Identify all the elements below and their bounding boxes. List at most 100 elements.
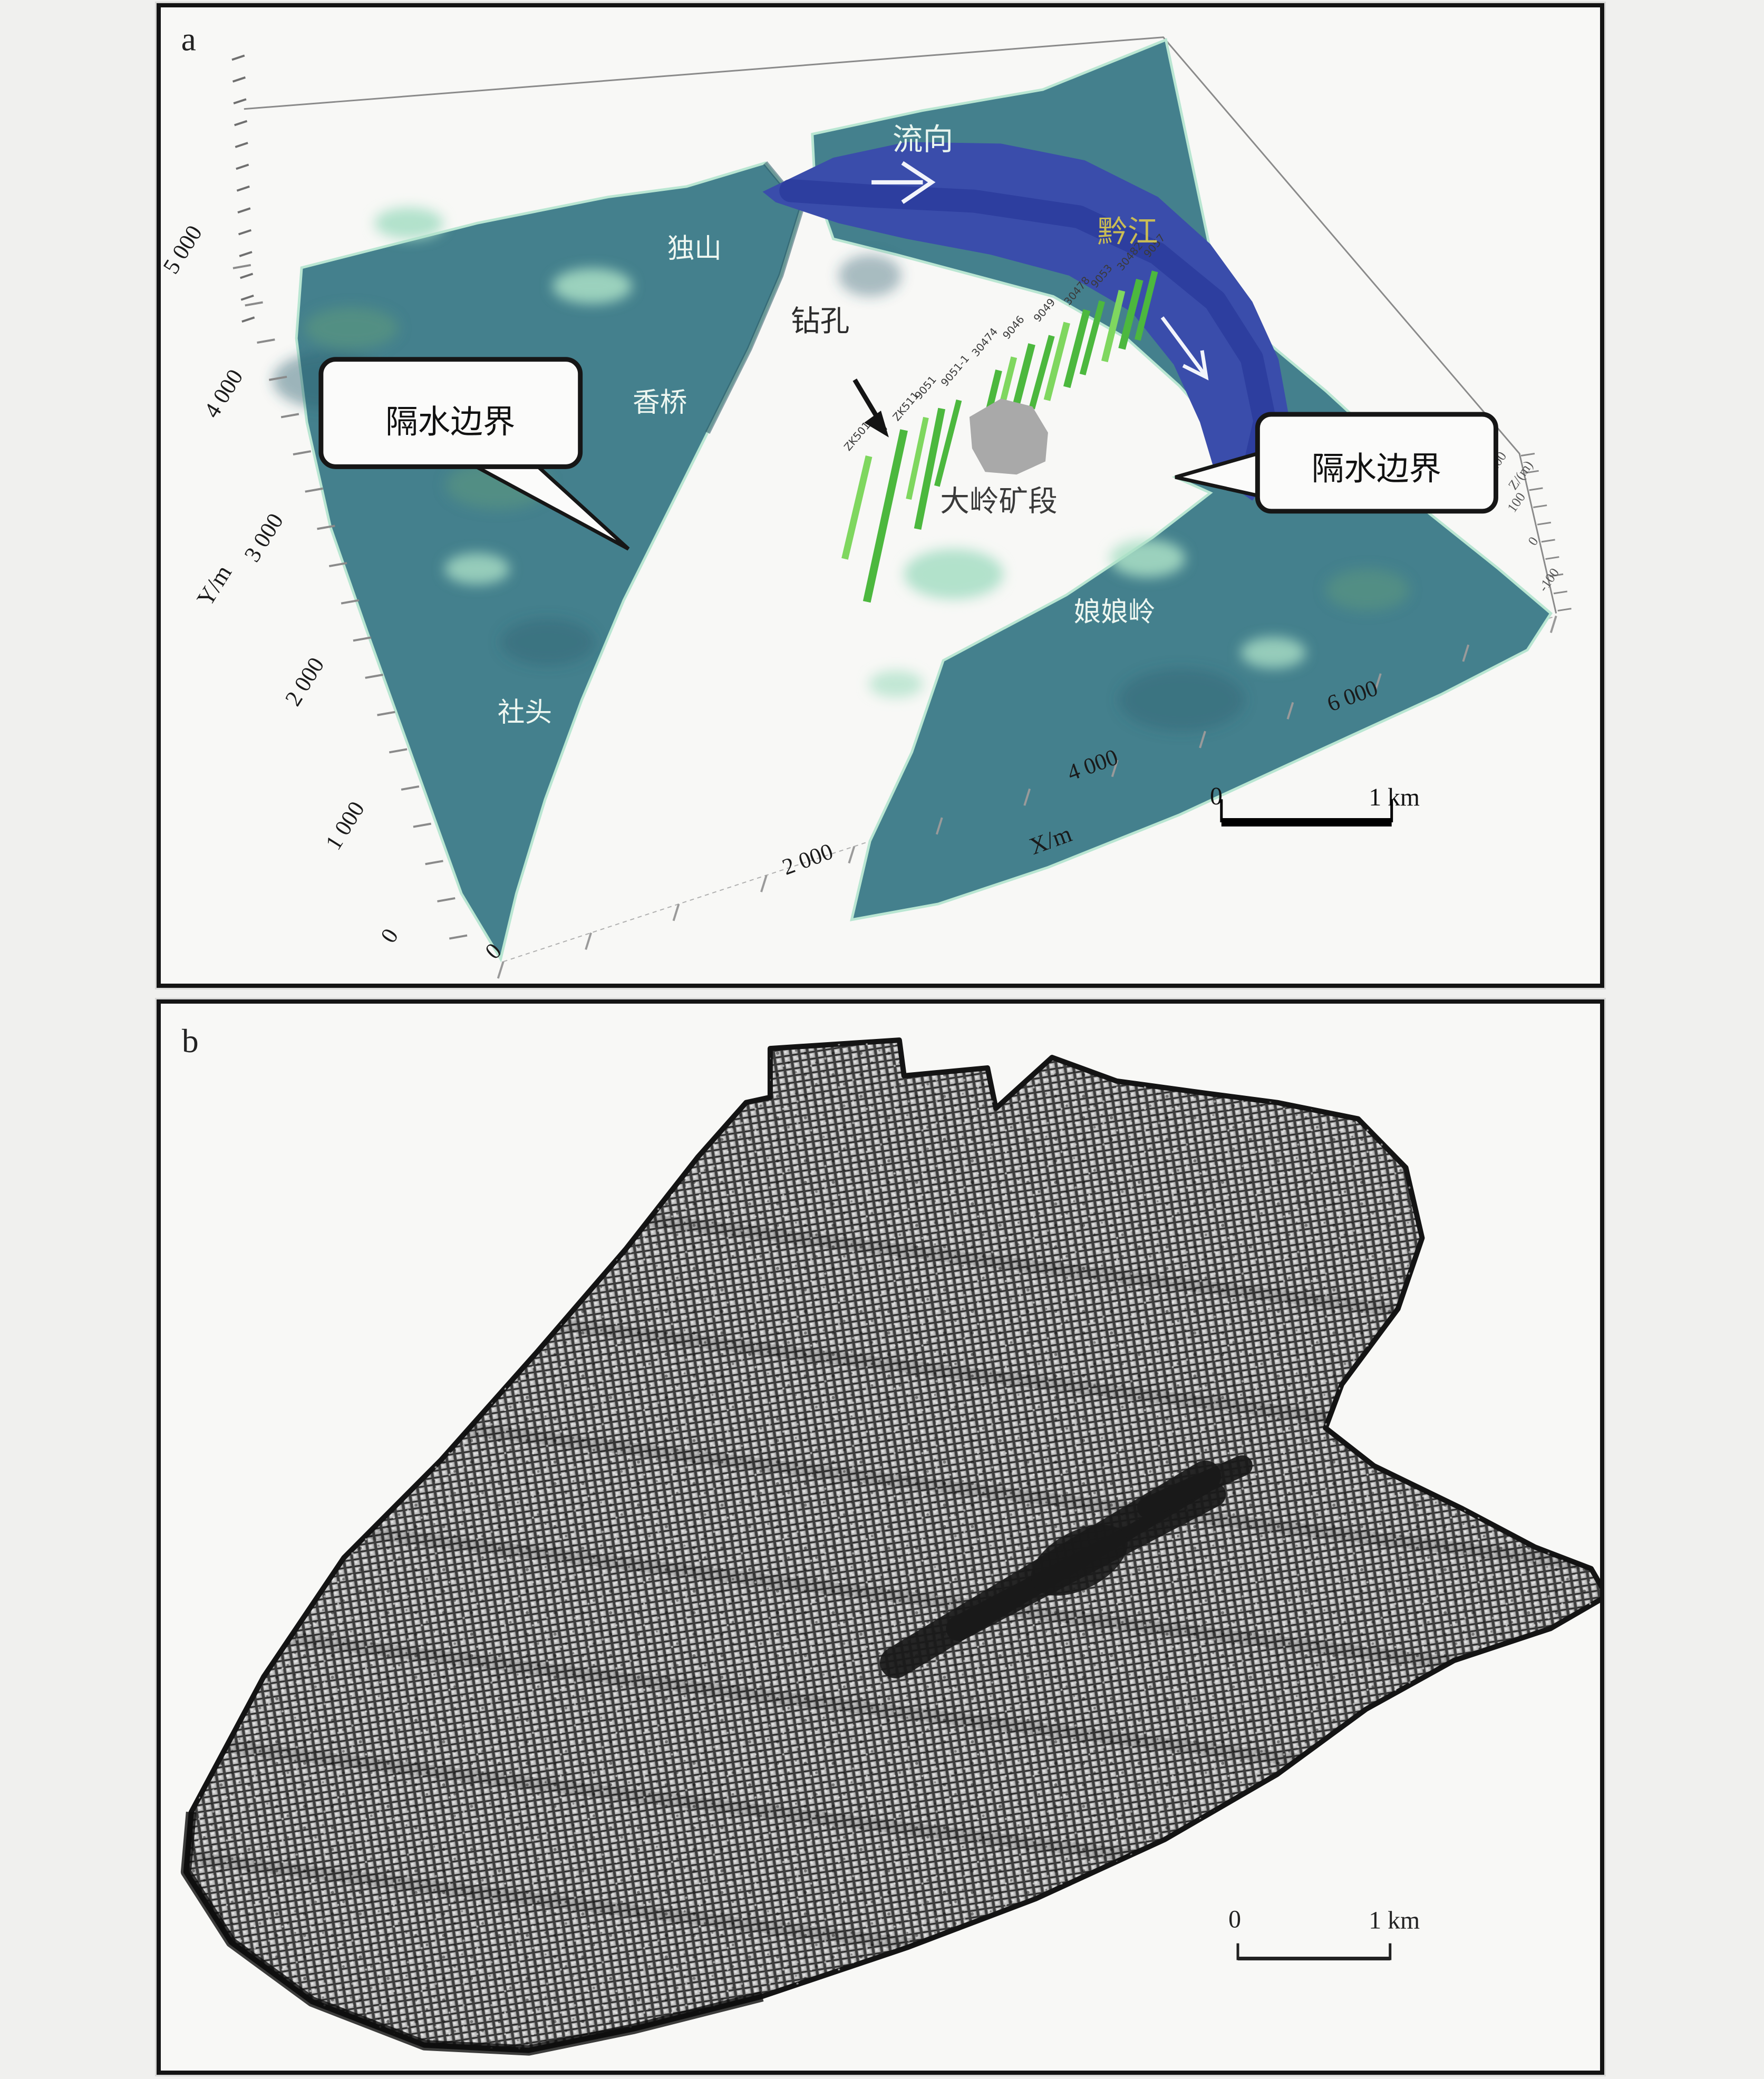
panel-letter-a: a: [181, 20, 196, 57]
borehole-bar: [934, 399, 962, 487]
z-axis-ticks: [1529, 487, 1543, 491]
x-axis-ticks: [672, 904, 680, 921]
corner-z-axis-marks: [241, 316, 255, 323]
y-axis-ticks: [269, 375, 287, 381]
corner-z-axis-marks: [236, 163, 249, 170]
borehole-bar: [841, 455, 873, 560]
label-qianjiang-river: 黔江: [1097, 214, 1158, 249]
y-axis-ticks: [328, 562, 347, 567]
panel-b-plot: 0 1 km b: [180, 1022, 1600, 2056]
x-axis-ticks: [1462, 644, 1470, 662]
corner-z-axis-marks: [240, 294, 254, 301]
z-axis-title: Z/(m): [1505, 458, 1536, 492]
y-axis-ticks: [401, 785, 420, 791]
borehole-bar: [1043, 322, 1070, 401]
z-axis-ticks: [1553, 590, 1568, 595]
corner-z-axis-marks: [240, 273, 254, 279]
borehole-bar: [1029, 335, 1055, 410]
panel-letter-b: b: [182, 1022, 199, 1060]
y-tick-4000: 4 000: [199, 365, 248, 422]
z-axis-ticks: [1525, 470, 1539, 474]
y-axis-ticks: [317, 524, 335, 530]
y-axis-ticks: [365, 674, 383, 679]
borehole-bar: [1101, 289, 1126, 363]
label-shetou: 社头: [498, 697, 552, 728]
x-axis-ticks: [1023, 788, 1031, 806]
ore-zone-dark: [880, 1455, 1253, 1678]
label-niangniangling: 娘娘岭: [1074, 596, 1156, 628]
corner-z-axis-marks: [237, 207, 251, 214]
borehole-id: 9051-1: [938, 353, 972, 389]
callout-impervious-boundary-left: 隔水边界: [318, 357, 630, 551]
label-dushan: 独山: [667, 233, 722, 265]
bounding-box-edge: [244, 36, 1557, 614]
y-axis-ticks: [353, 636, 372, 642]
scale-unit: 1 km: [1369, 1907, 1420, 1935]
callout-text: 隔水边界: [385, 403, 515, 441]
y-axis-ticks: [341, 599, 360, 605]
corner-z-axis-marks: [232, 76, 246, 83]
borehole-bar: [914, 407, 946, 530]
x-axis-ticks: [1286, 702, 1294, 720]
callout-text: 隔水边界: [1312, 450, 1441, 488]
borehole-bar: [1063, 309, 1091, 388]
y-axis-ticks: [389, 748, 408, 754]
z-axis-ticks: [1520, 453, 1535, 456]
label-flow-direction: 流向: [893, 122, 953, 157]
corner-z-axis-marks: [231, 54, 245, 61]
y-axis-ticks: [449, 934, 468, 940]
y-tick-5000: 5 000: [161, 221, 207, 278]
y-tick-1000: 1 000: [321, 797, 370, 854]
y-axis-ticks: [425, 860, 443, 866]
callout-impervious-boundary-right: 隔水边界: [1175, 412, 1498, 514]
borehole-bar: [1118, 278, 1143, 350]
scale-bar-a: 0 1 km: [1210, 783, 1420, 827]
y-axis-ticks: [437, 897, 455, 902]
z-tick-100: 100: [1504, 490, 1528, 515]
y-axis-ticks: [305, 487, 323, 493]
z-tick-neg100: -100: [1535, 565, 1562, 594]
x-axis-ticks: [1549, 615, 1557, 633]
z-axis-ticks: [1557, 608, 1572, 612]
x-axis-ticks: [760, 875, 768, 892]
z-axis-ticks: [1533, 504, 1547, 508]
river-channel: [762, 142, 1289, 501]
borehole-bar: [1079, 300, 1106, 376]
y-axis-ticks: [293, 450, 312, 456]
x-axis-ticks: [935, 817, 943, 835]
mesh-shadow-edge: [180, 1811, 764, 2056]
borehole-id: 9051: [913, 374, 939, 402]
y-axis-ticks: [377, 711, 395, 716]
x-axis-ticks: [585, 932, 592, 950]
z-axis-ticks: [1545, 556, 1559, 560]
corner-z-axis-marks: [234, 120, 248, 127]
corner-z-axis-marks: [238, 229, 252, 236]
scale-zero: 0: [1228, 1906, 1241, 1934]
corner-z-axis-marks: [235, 142, 248, 148]
label-xiangqiao: 香桥: [633, 387, 687, 419]
x-axis-ticks: [1374, 673, 1382, 691]
y-tick-3000: 3 000: [239, 509, 288, 567]
z-axis-ticks: [1537, 521, 1552, 526]
scale-zero: 0: [1210, 783, 1223, 810]
borehole-pointer-arrow: [852, 378, 889, 438]
borehole-group: [841, 270, 1158, 603]
y-tick-0: 0: [376, 924, 403, 947]
y-axis-ticks: [280, 413, 299, 419]
x-axis-ticks: [497, 961, 505, 979]
z-axis-ticks: [1541, 539, 1555, 543]
z-axis-ticks: [1549, 573, 1564, 577]
x-axis-ticks: [848, 846, 856, 864]
borehole-id: 9046: [1001, 314, 1027, 342]
y-axis-ticks: [232, 264, 251, 269]
y-axis-ticks: [413, 822, 432, 828]
borehole-bar: [906, 416, 929, 500]
borehole-id: 30474: [970, 326, 1000, 359]
y-axis-title: Y/m: [191, 560, 237, 611]
terrain-left-massif: [295, 161, 803, 963]
axis-ticks: [231, 54, 1572, 979]
flow-arrow-west: [871, 161, 936, 204]
y-axis-ticks: [245, 301, 263, 307]
